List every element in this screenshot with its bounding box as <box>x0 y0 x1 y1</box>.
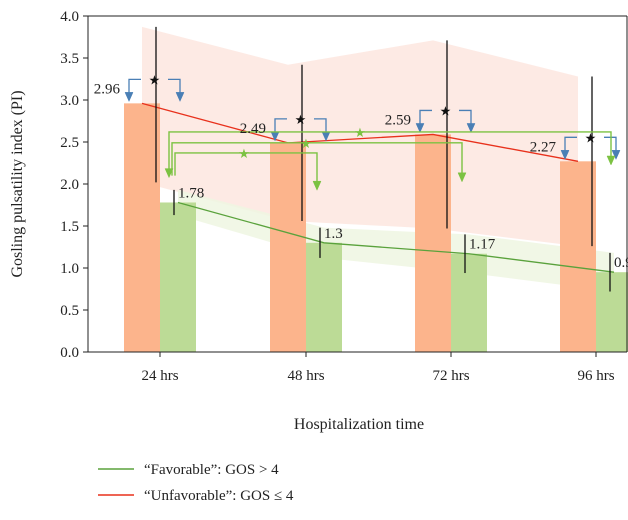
green-bracket-24-72 <box>171 142 463 180</box>
bracket-arrow-left-0 <box>124 92 134 102</box>
y-tick-label-2: 1.0 <box>60 261 79 277</box>
value-label-favorable-0: 1.78 <box>178 185 204 201</box>
y-tick-label-3: 1.5 <box>60 219 79 235</box>
value-label-unfavorable-2: 2.59 <box>385 112 411 128</box>
y-tick-label-1: 0.5 <box>60 303 79 319</box>
significance-star-3: ★ <box>585 130 597 145</box>
green-star-24-72: ★ <box>300 136 312 151</box>
bracket-left-1 <box>274 118 287 135</box>
y-tick-label-5: 2.5 <box>60 135 79 151</box>
bracket-arrow-right-0 <box>175 92 185 102</box>
green-arrow-48 <box>312 180 322 191</box>
green-star-24-48: ★ <box>238 146 250 161</box>
value-label-unfavorable-0: 2.96 <box>94 81 121 97</box>
y-tick-label-7: 3.5 <box>60 51 79 67</box>
bar-favorable-3 <box>596 272 628 352</box>
bracket-right-3 <box>604 136 617 154</box>
green-arrow-72 <box>457 172 467 183</box>
bracket-right-2 <box>459 109 472 127</box>
bar-favorable-1 <box>306 242 342 352</box>
value-label-favorable-3: 0.95 <box>614 255 628 271</box>
bar-unfavorable-2 <box>415 134 451 352</box>
x-tick-label-0: 24 hrs <box>141 368 178 384</box>
bracket-right-1 <box>314 118 327 135</box>
significance-star-0: ★ <box>149 72 161 87</box>
bracket-left-0 <box>128 78 141 96</box>
green-bracket-24-48 <box>174 152 318 189</box>
legend-label-0: “Favorable”: GOS > 4 <box>144 462 279 478</box>
x-axis-title: Hospitalization time <box>294 416 424 433</box>
value-label-favorable-2: 1.17 <box>469 237 496 253</box>
bar-unfavorable-1 <box>270 142 306 352</box>
bar-favorable-2 <box>451 253 487 352</box>
bar-favorable-0 <box>160 202 196 352</box>
data-labels: 2.96 1.78 2.49 1.3 2.59 1.17 2.27 0.95 <box>94 81 628 271</box>
bracket-left-3 <box>564 136 577 154</box>
bracket-arrow-left-2 <box>415 123 425 134</box>
legend: “Favorable”: GOS > 4 “Unfavorable”: GOS ≤… <box>98 462 294 504</box>
trend-line-favorable <box>177 201 615 273</box>
axes: 0.0 0.5 1.0 1.5 2.0 2.5 3.0 3.5 4.0 24 hrs 48 hrs 7… <box>60 9 628 384</box>
bar-unfavorable-3 <box>560 161 596 352</box>
y-tick-label-6: 3.0 <box>60 93 79 109</box>
y-tick-label-0: 0.0 <box>60 345 79 361</box>
x-tick-label-1: 48 hrs <box>287 368 324 384</box>
bracket-arrow-right-2 <box>466 123 476 134</box>
significance-markers: ★ ★ ★ ★ ★ ★ ★ <box>124 72 621 191</box>
green-arrow-96 <box>606 155 616 166</box>
y-axis-title: Gosling pulsatility index (PI) <box>9 90 26 277</box>
legend-label-1: “Unfavorable”: GOS ≤ 4 <box>144 488 294 504</box>
trend-lines <box>141 102 615 273</box>
bracket-arrow-right-3 <box>611 150 621 160</box>
bracket-arrow-left-3 <box>560 150 570 160</box>
band-favorable <box>178 189 614 292</box>
y-tick-label-4: 2.0 <box>60 177 79 193</box>
green-star-24-96: ★ <box>354 125 366 140</box>
trend-line-unfavorable <box>141 102 579 162</box>
value-label-unfavorable-1: 2.49 <box>240 121 266 137</box>
green-arrow-24-a <box>164 168 174 179</box>
confidence-bands <box>142 26 614 292</box>
significance-star-1: ★ <box>295 112 307 127</box>
green-bracket-24-96 <box>168 131 612 176</box>
bars <box>124 103 628 352</box>
error-bars <box>155 26 611 292</box>
y-tick-label-8: 4.0 <box>60 9 79 25</box>
bracket-left-2 <box>419 109 432 127</box>
x-tick-label-3: 96 hrs <box>577 368 614 384</box>
value-label-favorable-1: 1.3 <box>324 226 343 242</box>
significance-star-2: ★ <box>440 103 452 118</box>
band-unfavorable <box>142 26 578 247</box>
value-label-unfavorable-3: 2.27 <box>530 139 557 155</box>
x-tick-label-2: 72 hrs <box>432 368 469 384</box>
bracket-right-0 <box>168 78 181 96</box>
bar-unfavorable-0 <box>124 103 160 352</box>
